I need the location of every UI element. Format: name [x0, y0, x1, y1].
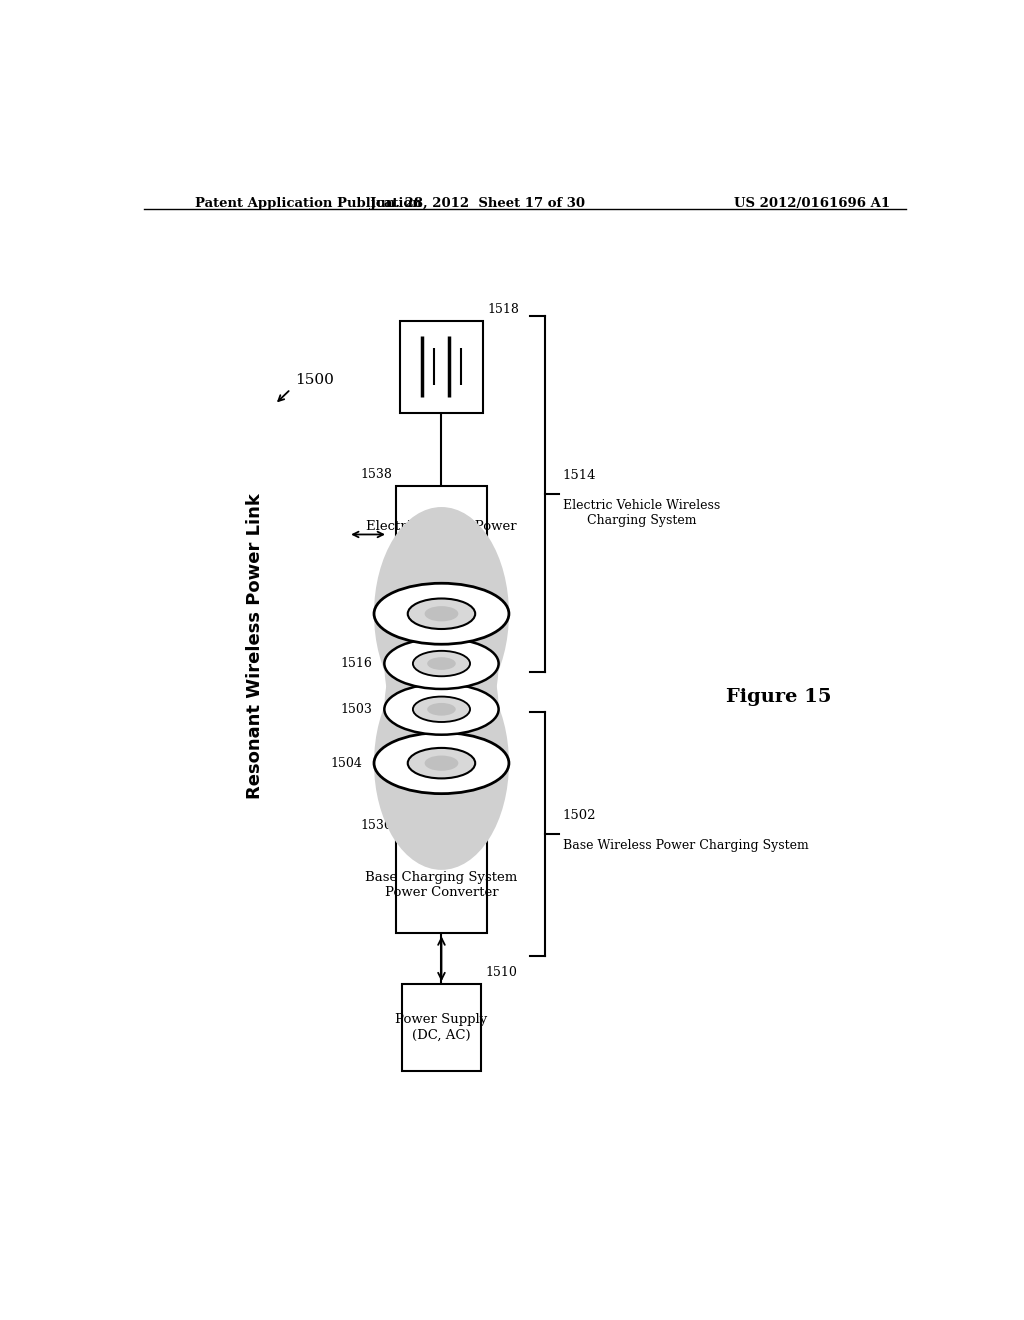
Text: 1514: 1514 [563, 469, 596, 482]
Text: Jun. 28, 2012  Sheet 17 of 30: Jun. 28, 2012 Sheet 17 of 30 [370, 197, 585, 210]
Ellipse shape [427, 704, 456, 715]
Text: Base Charging System
Power Converter: Base Charging System Power Converter [366, 871, 517, 899]
Ellipse shape [425, 606, 459, 622]
Ellipse shape [374, 583, 509, 644]
Ellipse shape [374, 507, 509, 721]
Text: Resonant Wireless Power Link: Resonant Wireless Power Link [246, 494, 264, 799]
Ellipse shape [413, 651, 470, 676]
FancyBboxPatch shape [401, 985, 481, 1071]
Text: Patent Application Publication: Patent Application Publication [196, 197, 422, 210]
Ellipse shape [427, 657, 456, 671]
Ellipse shape [374, 656, 509, 870]
Ellipse shape [384, 574, 499, 752]
Ellipse shape [408, 598, 475, 630]
Ellipse shape [413, 697, 470, 722]
FancyBboxPatch shape [396, 486, 487, 582]
FancyBboxPatch shape [396, 837, 487, 933]
Ellipse shape [425, 755, 459, 771]
Text: 1536: 1536 [360, 818, 392, 832]
Text: 1510: 1510 [485, 966, 517, 979]
Text: US 2012/0161696 A1: US 2012/0161696 A1 [734, 197, 890, 210]
Text: 1518: 1518 [487, 304, 519, 315]
Text: Power Supply
(DC, AC): Power Supply (DC, AC) [395, 1014, 487, 1041]
Text: 1516: 1516 [341, 657, 373, 671]
Ellipse shape [374, 733, 509, 793]
Text: 1503: 1503 [341, 702, 373, 715]
Ellipse shape [384, 638, 499, 689]
Text: Base Wireless Power Charging System: Base Wireless Power Charging System [563, 840, 809, 853]
Text: Electric Vehicle Power
Converter: Electric Vehicle Power Converter [367, 520, 517, 549]
Ellipse shape [408, 748, 475, 779]
FancyBboxPatch shape [399, 321, 483, 412]
Text: 1538: 1538 [360, 469, 392, 480]
Text: 1500: 1500 [295, 374, 334, 387]
Text: Figure 15: Figure 15 [726, 688, 831, 706]
Ellipse shape [384, 684, 499, 735]
Text: Electric Vehicle Wireless
Charging System: Electric Vehicle Wireless Charging Syste… [563, 499, 720, 527]
Text: 1502: 1502 [563, 809, 596, 822]
Text: 1504: 1504 [330, 756, 362, 770]
Ellipse shape [384, 620, 499, 799]
